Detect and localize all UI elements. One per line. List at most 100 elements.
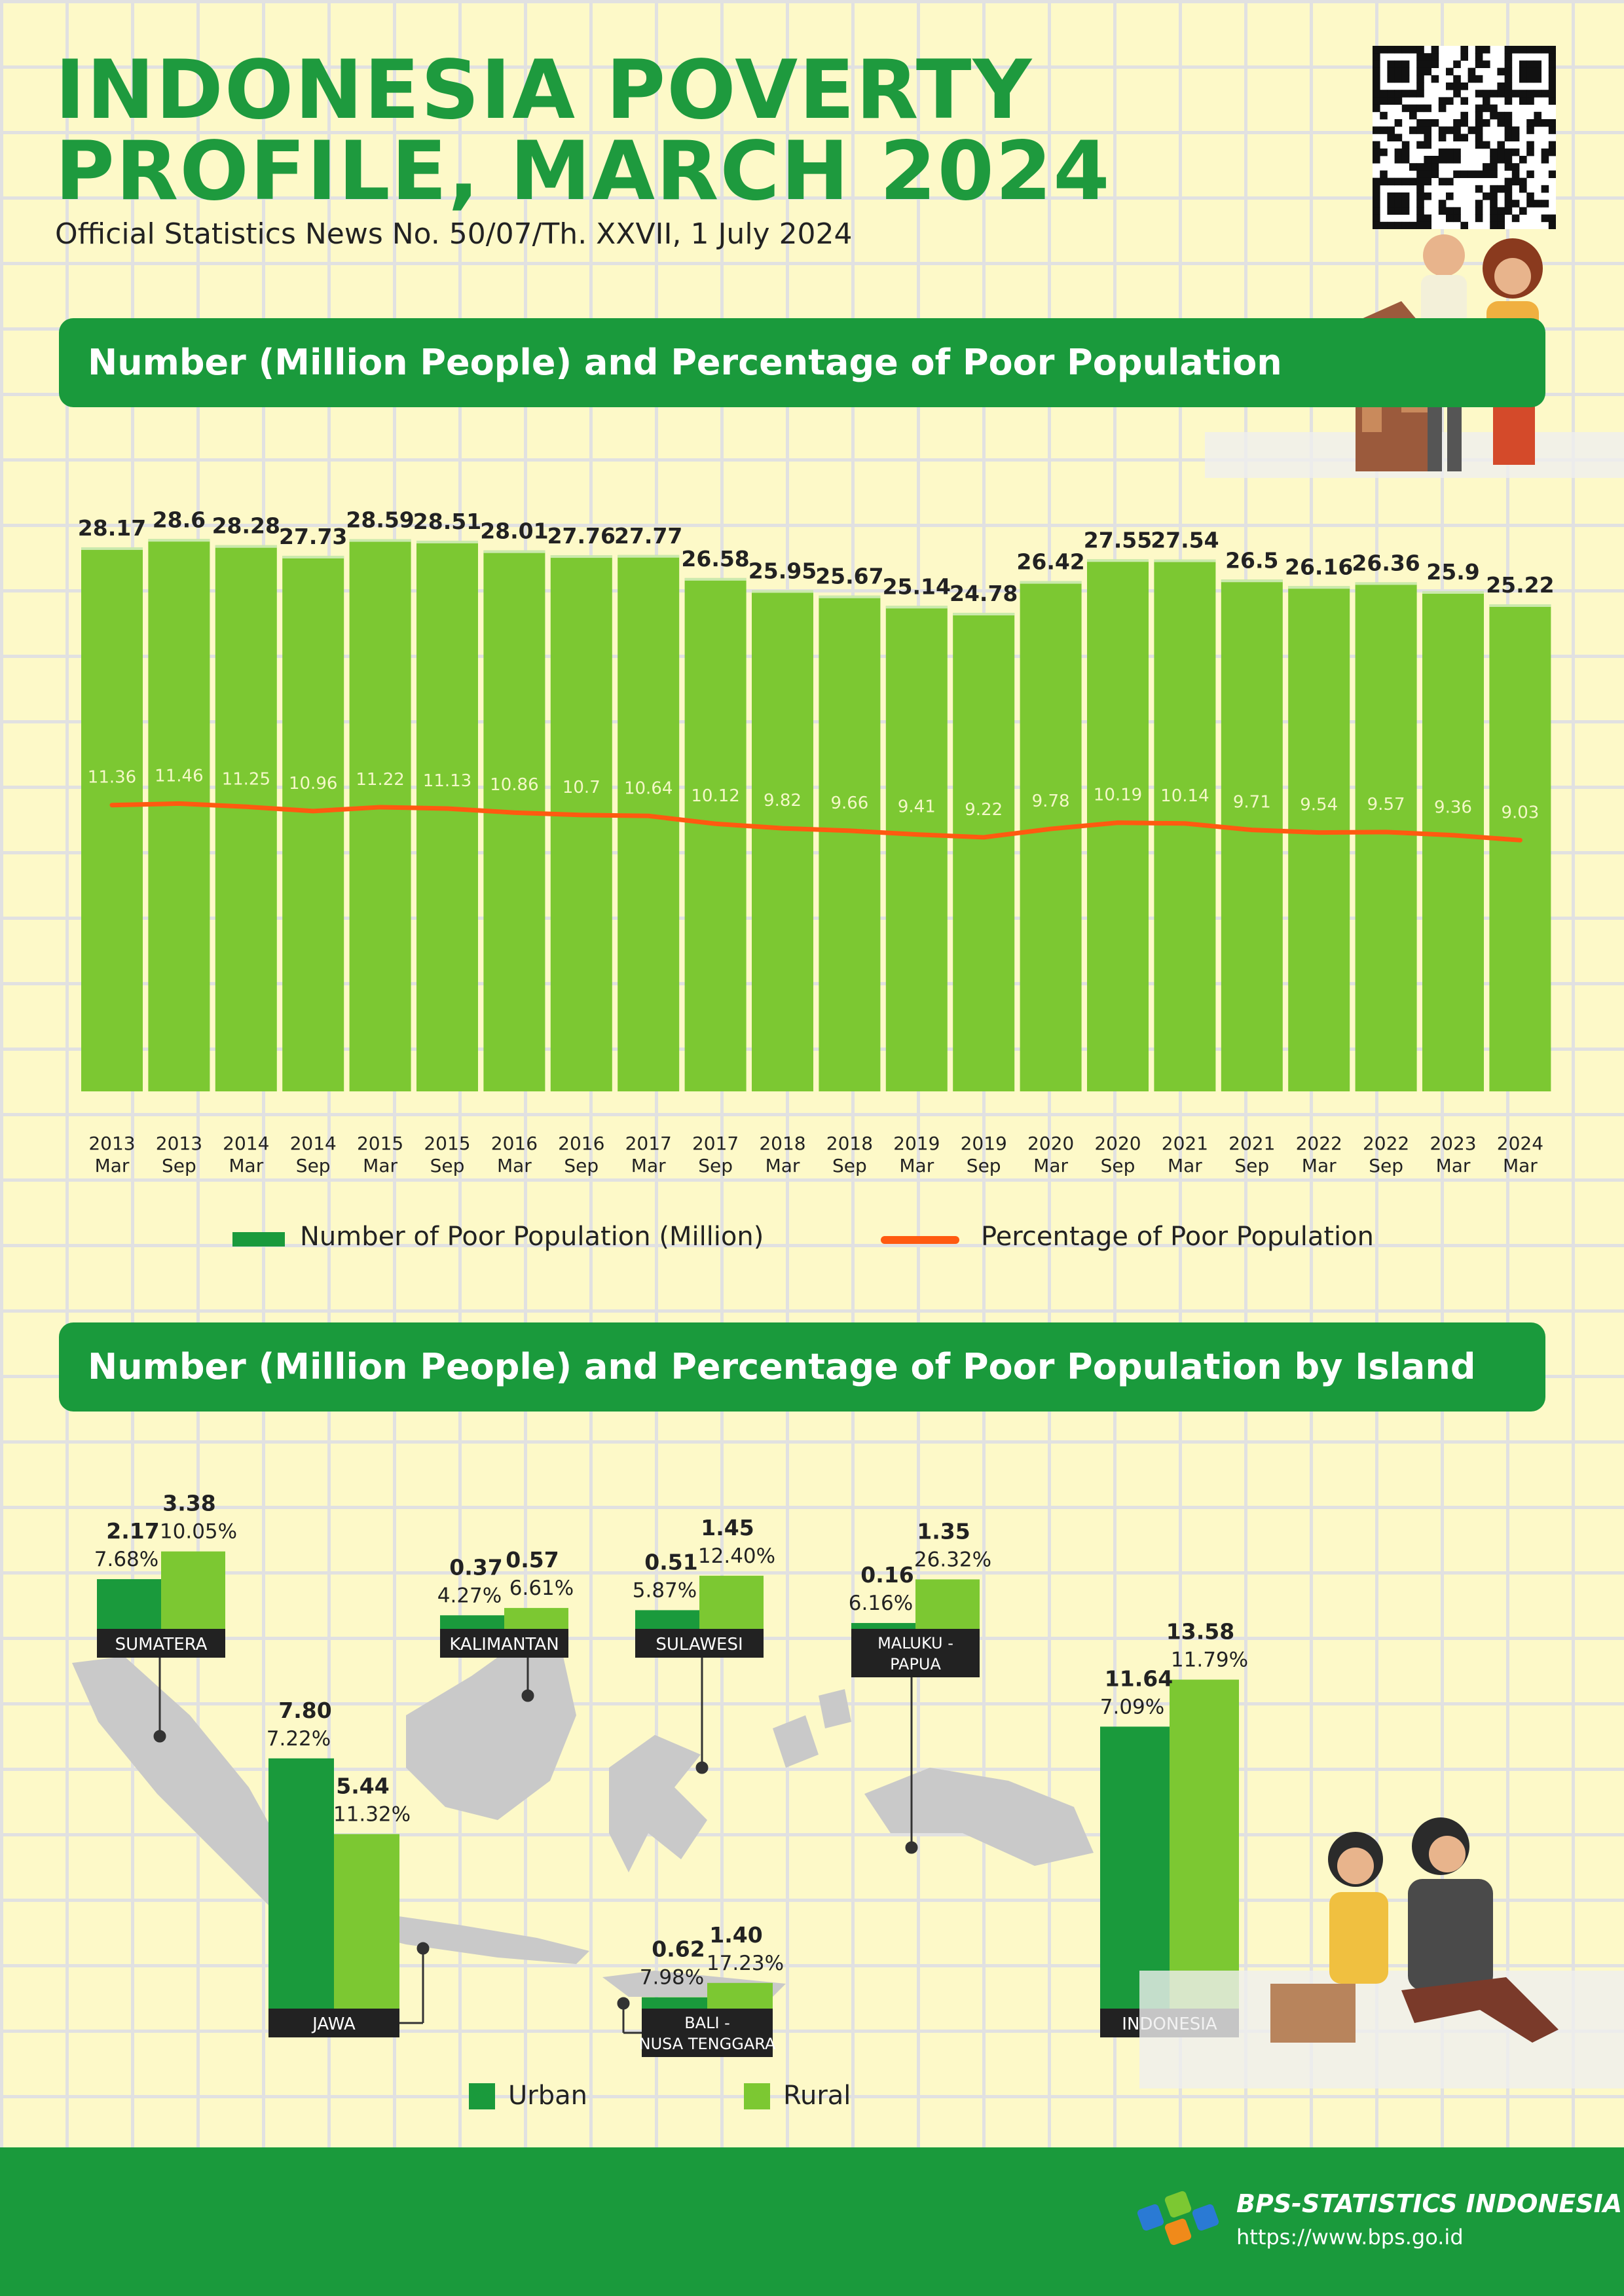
x-tick-period: Sep xyxy=(832,1155,867,1176)
percentage-label: 9.03 xyxy=(1501,803,1539,822)
bar-value-label: 25.95 xyxy=(748,558,817,583)
bar-highlight xyxy=(1288,586,1350,589)
urban-percent-label: 7.68% xyxy=(94,1548,158,1571)
percentage-label: 10.19 xyxy=(1094,786,1142,805)
island-group-kalimantan: 0.37 4.27%0.57 6.61% KALIMANTAN xyxy=(437,1547,574,1658)
urban-value-label: 0.51 xyxy=(644,1549,697,1575)
percentage-label: 11.36 xyxy=(88,768,136,788)
poor-population-bar xyxy=(282,555,344,1091)
x-tick-period: Sep xyxy=(1369,1155,1403,1176)
map-location-dot xyxy=(617,1997,630,2010)
poor-population-bar xyxy=(81,547,143,1091)
rural-bar xyxy=(334,1834,399,2009)
map-location-dot xyxy=(153,1730,166,1743)
island-label: MALUKU - xyxy=(877,1634,953,1652)
x-tick-year: 2019 xyxy=(961,1133,1007,1154)
x-tick-year: 2024 xyxy=(1497,1133,1543,1154)
footer xyxy=(0,2147,1624,2296)
bps-url-link[interactable]: https://www.bps.go.id xyxy=(1236,2225,1464,2250)
x-tick-year: 2015 xyxy=(357,1133,403,1154)
bar-highlight xyxy=(1020,581,1082,584)
rural-percent-label: 17.23% xyxy=(707,1952,784,1975)
x-tick-year: 2022 xyxy=(1363,1133,1409,1154)
bar-highlight xyxy=(684,577,747,581)
urban-bar xyxy=(1100,1726,1170,2009)
rural-bar xyxy=(699,1575,764,1629)
x-tick-year: 2022 xyxy=(1296,1133,1342,1154)
island-group-jawa: 7.80 7.22%5.44 11.32% JAWA xyxy=(267,1698,411,2037)
poor-population-bar xyxy=(819,595,881,1091)
poor-population-bar xyxy=(483,550,545,1091)
bar-highlight xyxy=(416,540,478,543)
x-tick-period: Sep xyxy=(967,1155,1001,1176)
x-tick-period: Sep xyxy=(296,1155,331,1176)
bar-value-label: 25.14 xyxy=(883,574,951,599)
bar-value-label: 27.73 xyxy=(279,524,347,549)
percentage-label: 10.86 xyxy=(490,775,538,795)
x-tick-period: Sep xyxy=(698,1155,733,1176)
urban-value-label: 0.16 xyxy=(860,1562,913,1588)
rural-percent-label: 12.40% xyxy=(698,1544,775,1568)
urban-bar xyxy=(97,1579,161,1629)
bar-value-label: 27.77 xyxy=(614,523,682,549)
urban-percent-label: 6.16% xyxy=(849,1592,913,1615)
poor-population-bar xyxy=(1221,579,1283,1091)
poor-population-bar xyxy=(215,545,277,1091)
x-tick-period: Mar xyxy=(497,1155,532,1176)
qr-code-icon[interactable] xyxy=(1373,46,1556,229)
bar-value-label: 28.01 xyxy=(480,519,548,544)
bar-value-label: 25.67 xyxy=(815,564,883,589)
island-group-bali-nusa-tenggara: 0.62 7.98%1.40 17.23% BALI - NUSA TENGGARA xyxy=(639,1922,784,2057)
urban-value-label: 11.64 xyxy=(1105,1666,1173,1691)
poor-population-bar xyxy=(148,539,210,1091)
urban-percent-label: 7.22% xyxy=(267,1727,331,1751)
page-subtitle: Official Statistics News No. 50/07/Th. X… xyxy=(55,217,853,251)
island-group-sumatera: 2.17 7.68% 3.38 10.05% SUMATERA xyxy=(94,1491,237,1658)
x-tick-period: Mar xyxy=(1033,1155,1068,1176)
urban-bar xyxy=(851,1623,915,1629)
bps-logo-icon[interactable] xyxy=(1126,2180,1231,2259)
percentage-label: 10.12 xyxy=(691,786,739,806)
bar-value-label: 27.76 xyxy=(547,523,616,549)
x-tick-year: 2013 xyxy=(156,1133,202,1154)
x-tick-period: Mar xyxy=(1436,1155,1471,1176)
percentage-label: 9.78 xyxy=(1032,792,1070,811)
x-tick-year: 2014 xyxy=(290,1133,337,1154)
rural-bar xyxy=(915,1579,980,1629)
x-tick-period: Mar xyxy=(766,1155,800,1176)
island-label-box xyxy=(642,2009,773,2057)
bar-highlight xyxy=(1087,559,1149,562)
percentage-label: 11.25 xyxy=(222,769,270,789)
bar-value-label: 26.36 xyxy=(1352,550,1420,575)
rural-bar xyxy=(1170,1679,1239,2009)
national-poverty-chart: 28.1711.362013Mar28.611.462013Sep28.2811… xyxy=(78,507,1555,1176)
bar-highlight xyxy=(819,595,881,598)
poor-population-bar xyxy=(752,590,813,1091)
island-poverty-chart: 2.17 7.68% 3.38 10.05% SUMATERA 0.37 4.27%0.57… xyxy=(94,1491,1248,2057)
bar-highlight xyxy=(81,547,143,550)
bar-highlight xyxy=(953,612,1015,615)
rural-bar xyxy=(707,1982,773,2009)
map-location-dot xyxy=(695,1761,709,1774)
island-label: SULAWESI xyxy=(655,1635,743,1654)
x-tick-year: 2017 xyxy=(625,1133,672,1154)
rural-bar xyxy=(161,1551,225,1629)
rural-value-label: 1.40 xyxy=(709,1922,762,1948)
percentage-label: 10.14 xyxy=(1160,786,1209,806)
percentage-label: 9.36 xyxy=(1434,798,1472,818)
legend-bar-label: Number of Poor Population (Million) xyxy=(300,1222,764,1252)
legend-urban-label: Urban xyxy=(508,2081,587,2111)
percentage-label: 9.82 xyxy=(764,791,802,811)
rural-bar xyxy=(504,1608,568,1629)
urban-bar xyxy=(268,1758,334,2009)
title-line-1: INDONESIA POVERTY xyxy=(55,43,1033,137)
section-banner-island: Number (Million People) and Percentage o… xyxy=(59,1322,1545,1412)
x-tick-year: 2016 xyxy=(558,1133,604,1154)
x-tick-year: 2013 xyxy=(88,1133,135,1154)
x-tick-period: Mar xyxy=(95,1155,130,1176)
percentage-label: 10.64 xyxy=(624,778,673,798)
bar-value-label: 24.78 xyxy=(950,581,1018,606)
bar-value-label: 28.59 xyxy=(346,507,414,533)
percentage-label: 9.54 xyxy=(1300,795,1338,815)
x-tick-year: 2016 xyxy=(491,1133,538,1154)
